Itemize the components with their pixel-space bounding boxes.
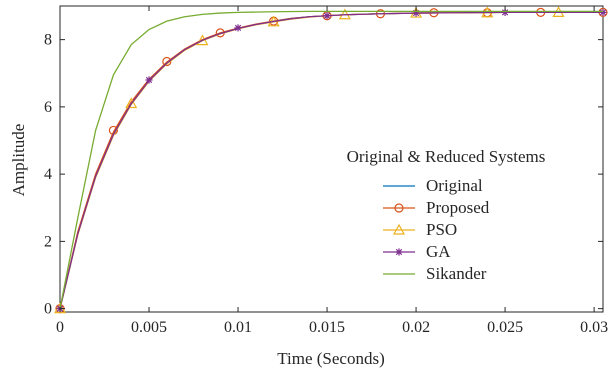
legend-label: GA <box>426 242 451 261</box>
legend-label: Sikander <box>426 264 487 283</box>
legend-marker <box>395 248 403 256</box>
x-tick-label: 0.025 <box>487 319 523 336</box>
x-tick-label: 0.015 <box>309 319 345 336</box>
y-tick-label: 0 <box>44 301 52 318</box>
legend-title: Original & Reduced Systems <box>347 147 546 166</box>
x-tick-label: 0.02 <box>402 319 430 336</box>
legend-label: Original <box>426 176 483 195</box>
x-tick-label: 0.005 <box>131 319 167 336</box>
legend-item-original: Original <box>383 176 483 195</box>
y-tick-label: 2 <box>44 233 52 250</box>
series-ga <box>56 8 607 313</box>
x-axis-label: Time (Seconds) <box>277 349 385 368</box>
data-point-pso <box>196 34 209 46</box>
x-tick-label: 0.01 <box>224 319 252 336</box>
series-line-ga <box>59 11 603 309</box>
legend-label: PSO <box>426 220 457 239</box>
x-tick-label: 0.03 <box>580 319 608 336</box>
y-tick-label: 6 <box>44 99 52 116</box>
y-tick-label: 4 <box>44 166 52 183</box>
legend-label: Proposed <box>426 198 490 217</box>
legend: Original & Reduced Systems Original Propo… <box>347 147 546 283</box>
legend-item-pso: PSO <box>383 220 457 239</box>
data-point-ga <box>323 12 331 20</box>
data-point-ga <box>599 8 607 16</box>
legend-marker <box>392 223 406 235</box>
series-sikander <box>59 10 603 309</box>
y-tick-label: 8 <box>44 32 52 49</box>
data-point-pso <box>125 97 138 109</box>
plot-area <box>59 5 604 313</box>
legend-item-proposed: Proposed <box>383 198 490 217</box>
data-point-ga <box>145 76 153 84</box>
y-axis-label: Amplitude <box>9 124 28 197</box>
legend-item-sikander: Sikander <box>383 264 487 283</box>
legend-marker <box>394 203 404 213</box>
x-tick-label: 0 <box>56 319 64 336</box>
ticks-layer: 0 0.005 0.01 0.015 0.02 0.025 0.03 0 2 4 6 8 <box>44 6 608 336</box>
data-point-ga <box>234 24 242 32</box>
legend-item-ga: GA <box>383 242 451 261</box>
series-line-sikander <box>59 10 603 309</box>
